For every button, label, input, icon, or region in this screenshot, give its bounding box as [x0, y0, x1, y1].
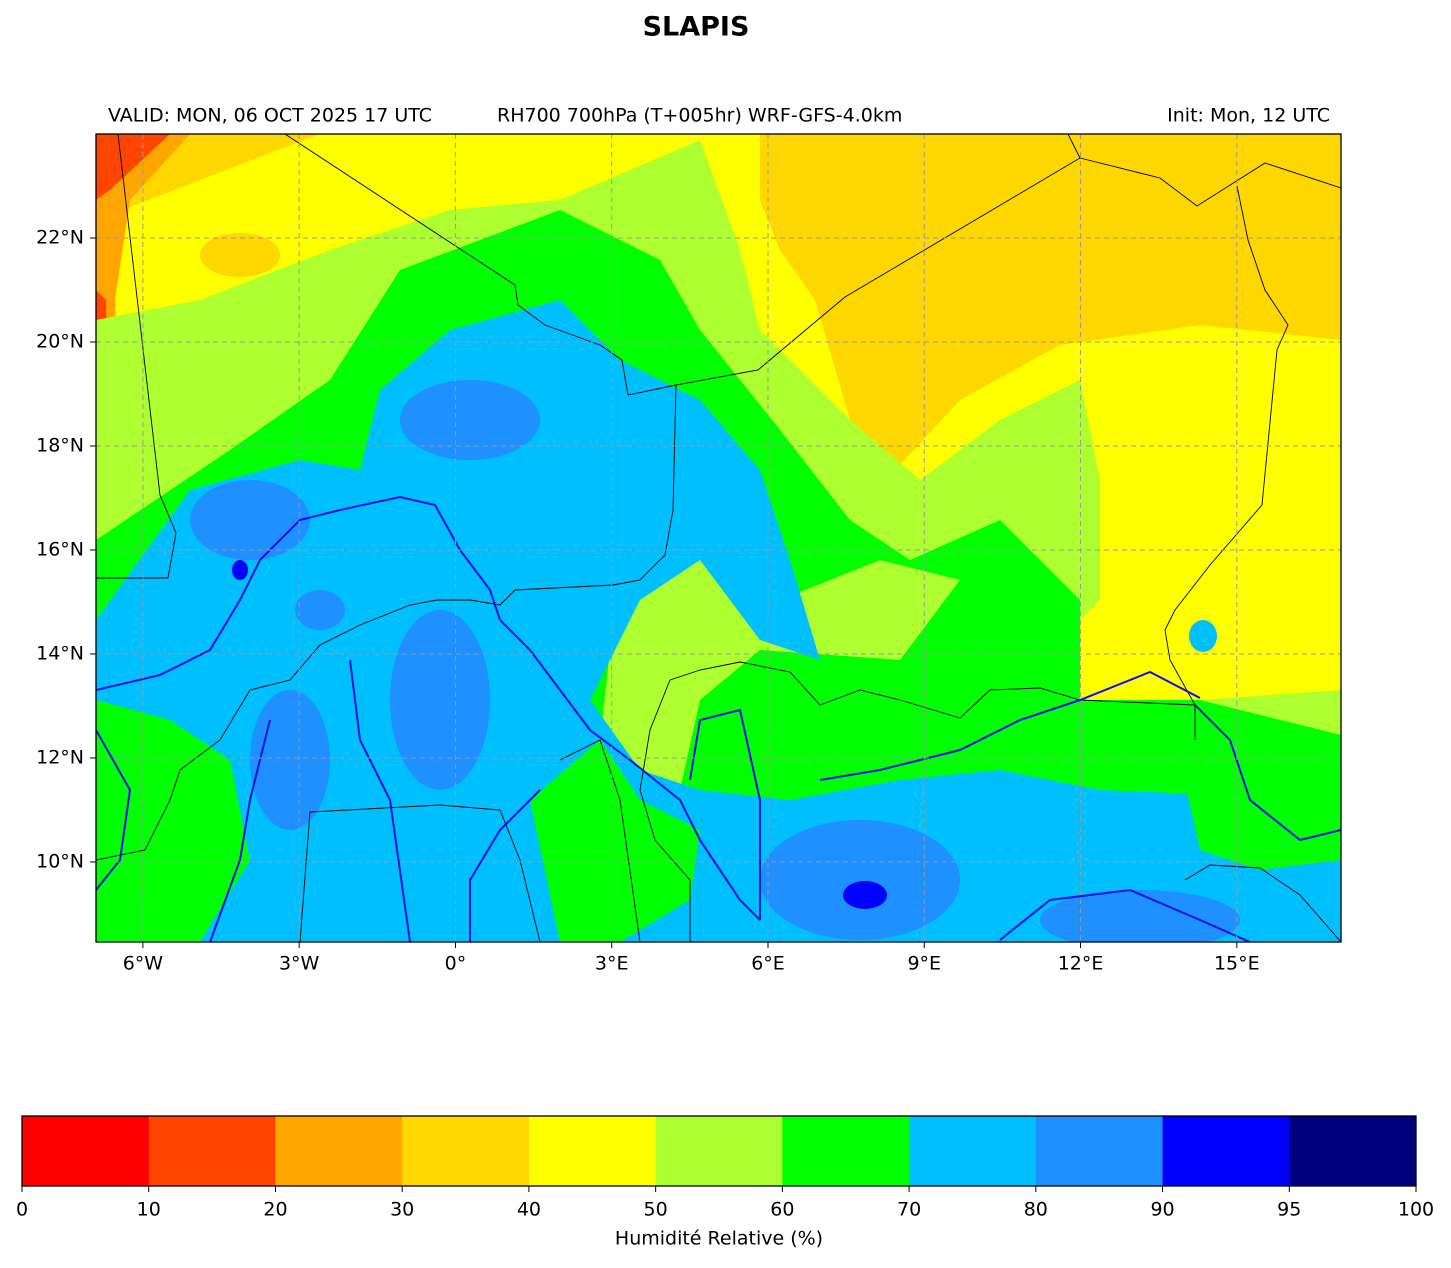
colorbar-tick-label: 100: [1398, 1199, 1434, 1221]
river: [1194, 704, 1341, 842]
colorbar-segment: [655, 1116, 783, 1186]
field-region: [760, 134, 1341, 465]
colorbar-segment: [1289, 1116, 1417, 1186]
y-tick-label: 12°N: [36, 746, 84, 768]
border: [96, 134, 177, 579]
field-region: [232, 560, 248, 580]
field-region: [96, 700, 250, 942]
border: [639, 679, 691, 942]
x-tick-label: 15°E: [1214, 953, 1260, 975]
border: [299, 804, 441, 942]
colorbar-segment: [1162, 1116, 1290, 1186]
river: [469, 789, 541, 942]
river: [819, 670, 1201, 781]
colorbar-tick-label: 95: [1277, 1199, 1301, 1221]
colorbar-tick-label: 20: [263, 1199, 287, 1221]
x-tick-label: 3°E: [595, 953, 629, 975]
field-region: [600, 520, 960, 840]
field-region: [1040, 890, 1240, 942]
field-region: [250, 690, 330, 830]
border: [439, 804, 541, 942]
border: [1164, 185, 1289, 740]
subtitle-left: VALID: MON, 06 OCT 2025 17 UTC: [108, 105, 432, 127]
river: [96, 729, 132, 891]
colorbar-tick-label: 70: [897, 1199, 921, 1221]
colorbar-tick-label: 30: [390, 1199, 414, 1221]
x-tick-label: 6°E: [751, 953, 785, 975]
y-tick-label: 14°N: [36, 642, 84, 664]
river: [349, 659, 411, 942]
field-region: [390, 610, 490, 790]
border: [559, 739, 641, 942]
y-tick-label: 16°N: [36, 538, 84, 560]
colorbar-tick-label: 90: [1150, 1199, 1174, 1221]
graticule: [96, 134, 1341, 942]
colorbar-segment: [1035, 1116, 1164, 1186]
colorbar-segment: [402, 1116, 530, 1186]
colorbar-segment: [275, 1116, 403, 1186]
border: [284, 134, 1081, 396]
subtitle-center: RH700 700hPa (T+005hr) WRF-GFS-4.0km: [497, 105, 902, 127]
y-tick-label: 22°N: [36, 226, 84, 248]
y-tick-label: 18°N: [36, 434, 84, 456]
colorbar-segment: [782, 1116, 910, 1186]
border: [669, 661, 1196, 719]
field-region: [295, 590, 345, 630]
field-region: [96, 300, 1341, 942]
y-tick-label: 20°N: [36, 330, 84, 352]
field-region: [843, 881, 887, 909]
field-region: [200, 233, 280, 277]
colorbar-segment: [22, 1116, 150, 1186]
border: [1184, 864, 1341, 942]
colorbar-segment: [528, 1116, 657, 1186]
border: [96, 384, 677, 861]
map-frame: [95, 133, 1342, 943]
colorbar-tick-label: 0: [16, 1199, 28, 1221]
x-tick-label: 3°W: [279, 953, 320, 975]
field-region: [190, 480, 310, 560]
map-lines: [96, 134, 1341, 942]
colorbar-tick-label: 10: [137, 1199, 161, 1221]
field-region: [530, 740, 700, 942]
colorbar-segment: [909, 1116, 1037, 1186]
field-region: [400, 380, 540, 460]
field-region: [1080, 600, 1341, 700]
river: [689, 708, 761, 920]
x-tick-label: 12°E: [1058, 953, 1104, 975]
colorbar-tick-label: 60: [770, 1199, 794, 1221]
field-region: [1180, 740, 1341, 870]
river: [96, 495, 761, 921]
colorbar-tick-label: 40: [517, 1199, 541, 1221]
x-tick-label: 6°W: [123, 953, 164, 975]
x-tick-label: 0°: [445, 953, 467, 975]
humidity-field: [96, 134, 1341, 942]
field-region: [96, 134, 190, 520]
border: [1079, 157, 1341, 207]
colorbar-segment: [148, 1116, 276, 1186]
colorbar-label: Humidité Relative (%): [615, 1228, 823, 1250]
x-tick-label: 9°E: [907, 953, 941, 975]
y-tick-label: 10°N: [36, 850, 84, 872]
colorbar-frame: [21, 1115, 1417, 1187]
colorbar-tick-label: 50: [644, 1199, 668, 1221]
subtitle-right: Init: Mon, 12 UTC: [1167, 105, 1330, 127]
colorbar-tick-label: 80: [1024, 1199, 1048, 1221]
title: SLAPIS: [643, 12, 750, 43]
field-region: [1189, 620, 1217, 652]
river: [209, 719, 271, 942]
river: [999, 888, 1251, 942]
field-region: [96, 134, 170, 200]
field-region: [760, 820, 960, 940]
